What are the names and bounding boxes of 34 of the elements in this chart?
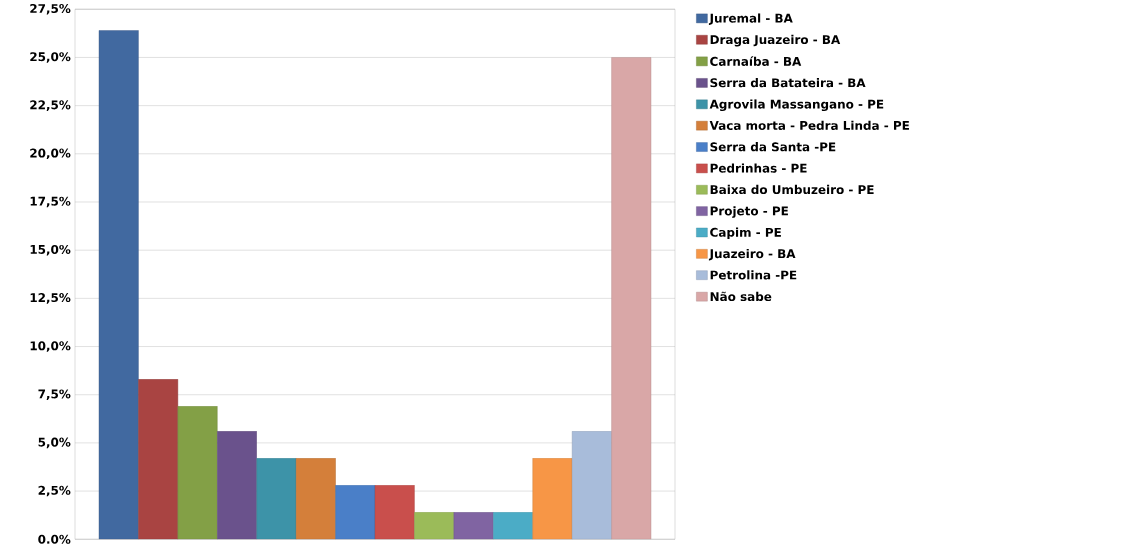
legend-label: Serra da Batateira - BA — [710, 78, 866, 88]
legend-label: Juazeiro - BA — [708, 249, 796, 261]
legend-label: Draga Juazeiro - BA — [710, 34, 841, 47]
y-tick-label: 15,0% — [30, 245, 71, 256]
legend-label: Capim - PE — [710, 227, 781, 240]
legend-label: Petrolina -PE — [710, 270, 797, 280]
bar — [335, 485, 376, 540]
y-tick-label: 0.0% — [38, 534, 71, 544]
bar — [256, 458, 297, 540]
y-tick-label: 17,5% — [30, 196, 71, 208]
legend-label: Vaca morta - Pedra Linda - PE — [709, 120, 909, 131]
y-tick-label: 5,0% — [38, 437, 71, 449]
bar — [493, 512, 533, 540]
legend-label: Serra da Santa -PE — [710, 142, 836, 152]
bar — [453, 512, 494, 540]
legend-label: Juremal - BA — [708, 13, 793, 26]
bar — [532, 458, 573, 540]
y-tick-label: 10,0% — [30, 341, 71, 352]
y-tick-label: 2,5% — [38, 485, 71, 497]
legend-label: Não sabe — [710, 291, 772, 302]
bar — [217, 431, 257, 540]
legend-label: Baixa do Umbuzeiro - PE — [710, 184, 874, 195]
y-tick-label: 27,5% — [30, 4, 71, 15]
bar — [611, 57, 652, 540]
y-tick-label: 25,0% — [30, 52, 71, 63]
y-tick-label: 7,5% — [38, 389, 71, 401]
bar — [177, 406, 218, 540]
legend-label: Agrovila Massangano - PE — [709, 99, 884, 112]
y-tick-label: 20,0% — [30, 148, 71, 160]
legend-label: Projeto - PE — [710, 206, 788, 218]
legend-label: Pedrinhas - PE — [710, 163, 807, 173]
y-tick-label: 12,5% — [30, 293, 71, 304]
legend-label: Carnaíba - BA — [710, 56, 802, 67]
y-tick-label: 22,5% — [30, 100, 71, 112]
